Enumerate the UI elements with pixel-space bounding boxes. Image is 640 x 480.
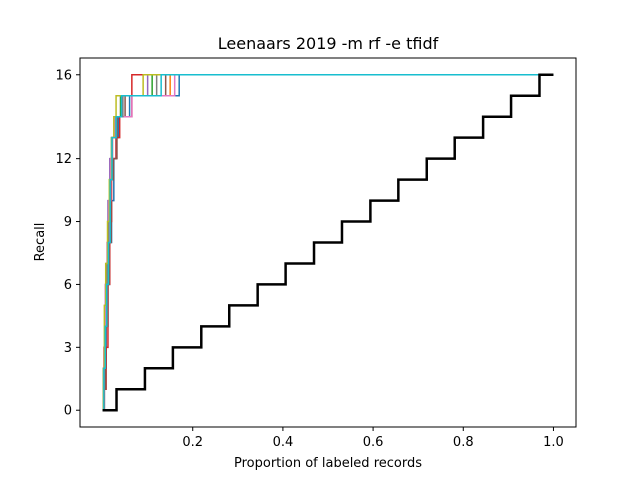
series-line-10 <box>102 74 554 411</box>
series-line-9 <box>102 74 554 411</box>
x-tick-label: 0.8 <box>453 435 474 450</box>
y-tick-label: 3 <box>64 341 72 356</box>
x-tick-label: 0.4 <box>273 435 294 450</box>
y-tick-label: 0 <box>64 404 72 419</box>
series-layer <box>102 73 554 412</box>
x-tick-label: 1.0 <box>543 435 564 450</box>
plot-frame <box>79 57 577 428</box>
y-tick-label: 6 <box>64 278 72 293</box>
x-axis-label: Proportion of labeled records <box>234 456 422 471</box>
x-tick-label: 0.2 <box>182 435 203 450</box>
x-axis: 0.2 0.4 0.6 0.8 1.0 <box>182 427 564 450</box>
y-tick-label: 9 <box>64 215 72 230</box>
series-line-6 <box>102 74 554 411</box>
y-tick-label: 16 <box>55 68 72 83</box>
series-line-11 <box>102 73 554 412</box>
y-tick-label: 12 <box>55 152 72 167</box>
y-axis: 0 3 6 9 12 16 <box>55 68 80 419</box>
chart-title: Leenaars 2019 -m rf -e tfidf <box>218 34 439 53</box>
x-tick-label: 0.6 <box>363 435 384 450</box>
y-axis-label: Recall <box>33 223 48 262</box>
